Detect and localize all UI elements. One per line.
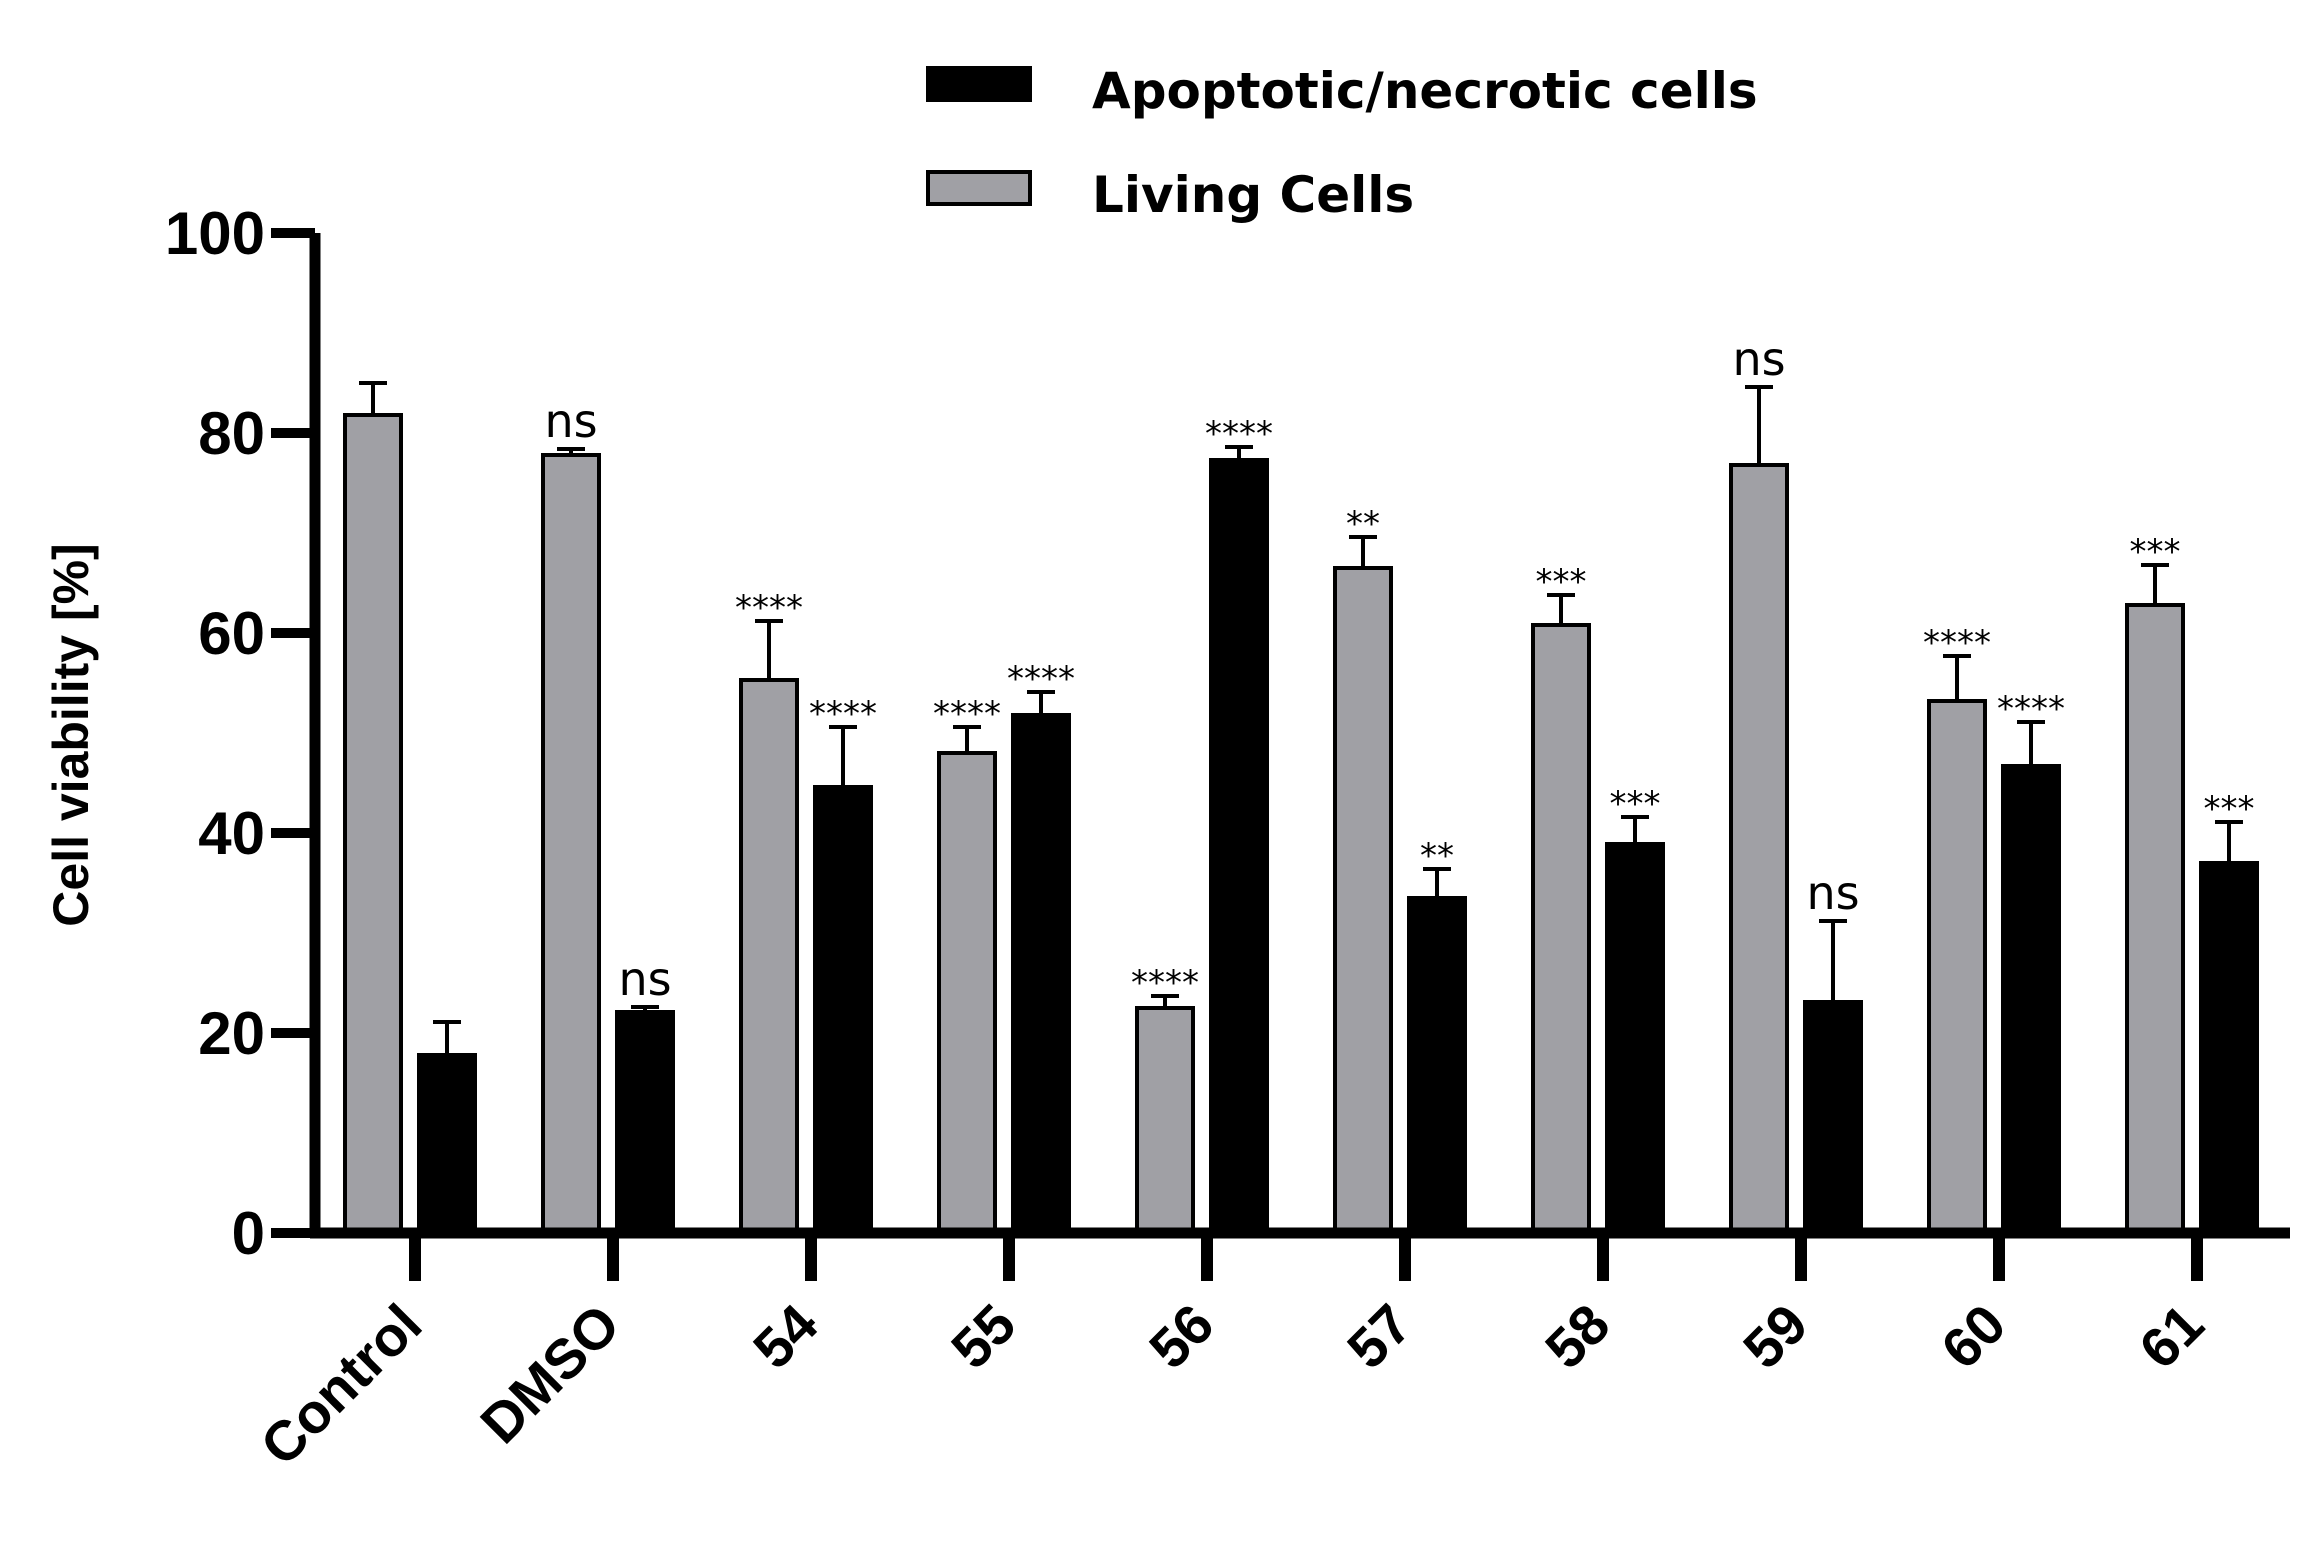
bar-apoptotic-dmso <box>615 1010 675 1235</box>
x-tick-label: 56 <box>1137 1292 1226 1381</box>
legend-label-apoptotic: Apoptotic/necrotic cells <box>1092 62 1758 120</box>
x-tick-label: 60 <box>1929 1292 2018 1381</box>
significance-label: ns <box>1732 332 1785 386</box>
significance-label: **** <box>1923 623 1991 663</box>
significance-label: ns <box>1806 866 1859 920</box>
bar-apoptotic-58 <box>1605 842 1665 1235</box>
significance-label: **** <box>1997 689 2065 729</box>
bar-apoptotic-56 <box>1209 458 1269 1235</box>
bar-apoptotic-control <box>417 1053 477 1235</box>
bar-living-61 <box>2125 603 2185 1235</box>
x-tick-label: 61 <box>2127 1292 2216 1381</box>
bar-living-56 <box>1135 1006 1195 1235</box>
bar-living-57 <box>1333 566 1393 1235</box>
significance-label: *** <box>2204 789 2255 829</box>
bar-living-control <box>343 413 403 1235</box>
significance-label: **** <box>809 694 877 734</box>
significance-label: **** <box>1205 414 1273 454</box>
bar-apoptotic-59 <box>1803 1000 1863 1235</box>
bar-living-58 <box>1531 623 1591 1235</box>
x-tick-label: DMSO <box>468 1292 631 1455</box>
y-tick-label: 100 <box>165 200 265 267</box>
x-tick-label: 57 <box>1335 1292 1424 1381</box>
x-tick-label: 58 <box>1533 1292 1622 1381</box>
x-tick-label: 55 <box>939 1292 1028 1381</box>
x-tick-label: 54 <box>741 1292 830 1381</box>
bar-living-60 <box>1927 699 1987 1235</box>
error-bars <box>359 381 2243 1055</box>
significance-label: **** <box>735 588 803 628</box>
legend: Apoptotic/necrotic cells Living Cells <box>926 62 1758 224</box>
y-tick-label: 60 <box>198 600 265 667</box>
y-tick-label: 20 <box>198 1000 265 1067</box>
y-tick-label: 80 <box>198 400 265 467</box>
bar-apoptotic-57 <box>1407 896 1467 1235</box>
bar-living-54 <box>739 678 799 1235</box>
y-tick-label: 0 <box>232 1200 265 1267</box>
legend-label-living: Living Cells <box>1092 166 1414 224</box>
significance-label: ** <box>1420 836 1454 876</box>
bar-apoptotic-60 <box>2001 764 2061 1235</box>
bar-living-55 <box>937 751 997 1235</box>
significance-label: *** <box>2130 532 2181 572</box>
y-tick-label: 40 <box>198 800 265 867</box>
x-tick-label: 59 <box>1731 1292 1820 1381</box>
bar-living-59 <box>1729 463 1789 1235</box>
legend-swatch-living <box>926 170 1032 206</box>
x-tick-label: Control <box>248 1292 433 1477</box>
y-axis-title: Cell viability [%] <box>43 543 99 926</box>
significance-label: **** <box>933 694 1001 734</box>
significance-label: *** <box>1610 784 1661 824</box>
bar-living-dmso <box>541 453 601 1235</box>
significance-label: ** <box>1346 504 1380 544</box>
significance-label: *** <box>1536 562 1587 602</box>
significance-label: **** <box>1131 963 1199 1003</box>
bar-apoptotic-61 <box>2199 861 2259 1235</box>
bar-apoptotic-55 <box>1011 713 1071 1235</box>
legend-swatch-apoptotic <box>926 66 1032 102</box>
bars <box>343 413 2259 1235</box>
bar-apoptotic-54 <box>813 785 873 1235</box>
significance-label: **** <box>1007 659 1075 699</box>
significance-label: ns <box>618 952 671 1006</box>
significance-label: ns <box>544 394 597 448</box>
